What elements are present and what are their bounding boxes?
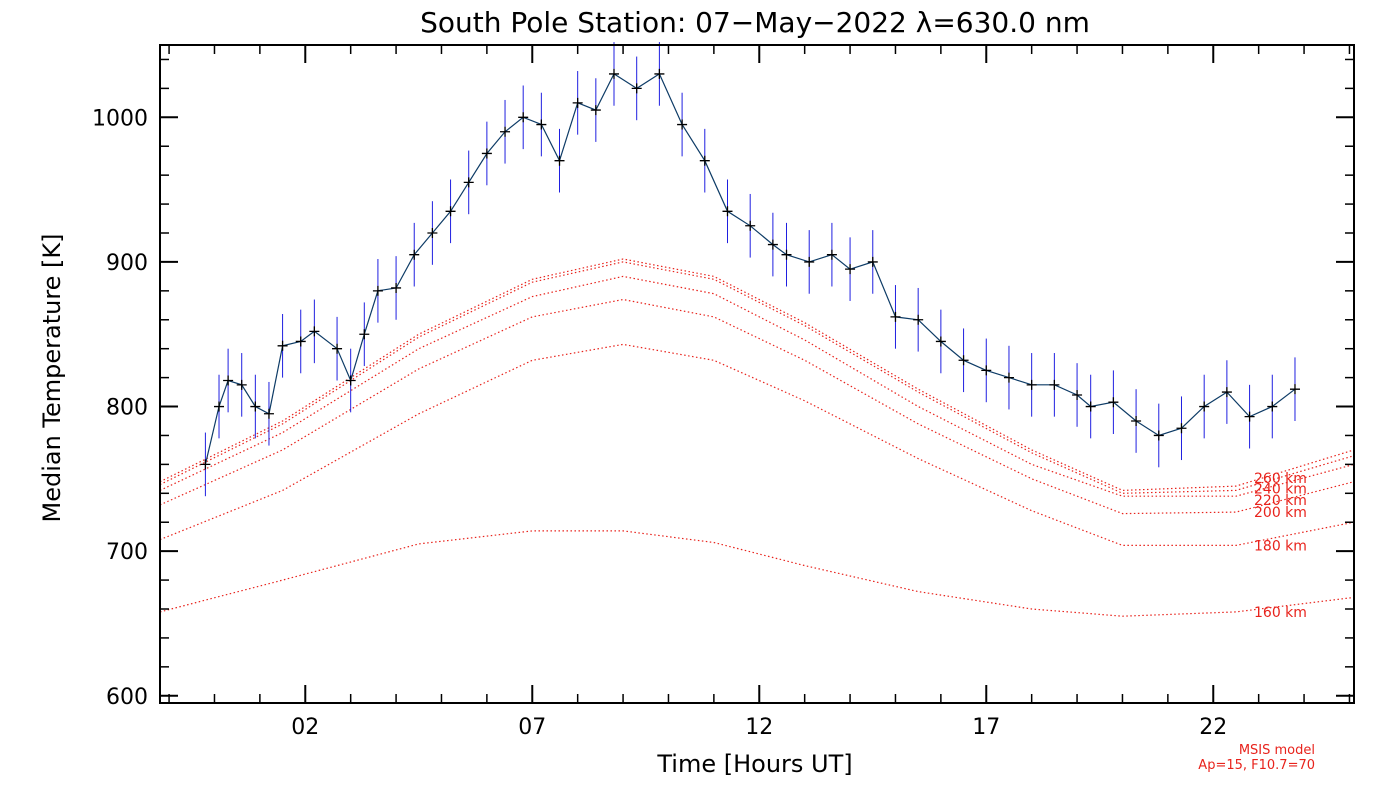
- data-point: [332, 343, 343, 354]
- model-line-180-km: [159, 343, 1355, 547]
- y-tick-label: 900: [106, 251, 148, 276]
- data-point: [1026, 379, 1037, 390]
- data-point: [1153, 430, 1164, 441]
- y-tick-label: 800: [106, 396, 148, 421]
- model-label: 260 km: [1254, 471, 1307, 487]
- x-axis: 02 07 12 17 22: [168, 45, 1351, 740]
- data-point: [277, 340, 288, 351]
- model-note-params: Ap=15, F10.7=70: [1198, 758, 1315, 773]
- data-point: [1289, 384, 1300, 395]
- data-point: [826, 249, 837, 260]
- data-point: [913, 314, 924, 325]
- data-point: [722, 206, 733, 217]
- x-tick-label: 17: [972, 715, 1000, 740]
- model-line-220-km: [159, 275, 1355, 497]
- y-tick-label: 600: [106, 685, 148, 710]
- data-point: [359, 329, 370, 340]
- chart-title: South Pole Station: 07−May−2022 λ=630.0 …: [420, 6, 1090, 39]
- data-point: [1049, 379, 1060, 390]
- data-point: [445, 206, 456, 217]
- data-point: [572, 97, 583, 108]
- model-line-200-km: [159, 298, 1355, 515]
- data-point: [295, 336, 306, 347]
- data-point: [767, 239, 778, 250]
- data-point: [1176, 423, 1187, 434]
- data-point: [536, 119, 547, 130]
- data-point: [427, 228, 438, 238]
- data-point: [935, 336, 946, 347]
- data-point: [223, 375, 234, 386]
- data-point: [1199, 401, 1210, 412]
- data-point: [867, 256, 878, 267]
- plot-frame: [159, 44, 1355, 704]
- model-label: 180 km: [1254, 538, 1307, 554]
- data-point: [500, 126, 511, 137]
- data-point: [1072, 389, 1083, 400]
- data-point: [1221, 387, 1232, 398]
- x-tick-label: 12: [745, 715, 773, 740]
- data-point: [1085, 401, 1096, 412]
- data-point: [1267, 401, 1278, 412]
- data-point: [699, 155, 710, 166]
- data-point: [631, 83, 642, 94]
- data-point: [745, 220, 756, 231]
- data-point: [804, 256, 815, 267]
- x-axis-title: Time [Hours UT]: [656, 750, 852, 778]
- model-note-title: MSIS model: [1239, 743, 1315, 758]
- model-line-260-km: [159, 258, 1355, 492]
- measured-temperature-line: [204, 73, 1296, 465]
- data-point: [608, 68, 619, 79]
- data-point: [518, 112, 529, 123]
- data-point: [236, 379, 247, 390]
- y-tick-label: 700: [106, 540, 148, 565]
- data-point: [481, 148, 492, 159]
- x-tick-label: 02: [291, 715, 319, 740]
- data-point: [391, 282, 402, 293]
- data-point: [781, 249, 792, 260]
- model-label: 220 km: [1254, 493, 1307, 509]
- data-point: [1108, 397, 1119, 408]
- data-point: [958, 355, 969, 366]
- x-tick-label: 22: [1199, 715, 1227, 740]
- data-point: [372, 285, 383, 296]
- y-tick-label: 1000: [92, 106, 148, 131]
- data-point: [1244, 411, 1255, 422]
- data-point: [214, 401, 225, 412]
- x-tick-label: 07: [518, 715, 546, 740]
- data-point: [345, 375, 356, 386]
- y-axis-title: Median Temperature [K]: [38, 233, 66, 522]
- model-line-240-km: [159, 261, 1355, 494]
- y-axis: 600 700 800 900 1000: [92, 58, 1354, 710]
- model-label: 200 km: [1254, 505, 1307, 521]
- data-point: [654, 68, 665, 79]
- data-point: [554, 155, 565, 166]
- data-point: [845, 264, 856, 275]
- data-point: [1003, 372, 1014, 383]
- data-point: [677, 119, 688, 130]
- data-point: [981, 365, 992, 376]
- data-point: [200, 459, 211, 470]
- data-point: [890, 311, 901, 322]
- data-point: [1131, 416, 1142, 426]
- data-point: [309, 326, 320, 337]
- model-label: 240 km: [1254, 481, 1307, 497]
- data-point: [590, 105, 601, 116]
- data-point: [463, 177, 474, 188]
- model-line-160-km: [159, 530, 1355, 617]
- data-point: [409, 249, 420, 260]
- data-point: [250, 401, 261, 412]
- model-label: 160 km: [1254, 605, 1307, 621]
- data-point: [263, 408, 274, 419]
